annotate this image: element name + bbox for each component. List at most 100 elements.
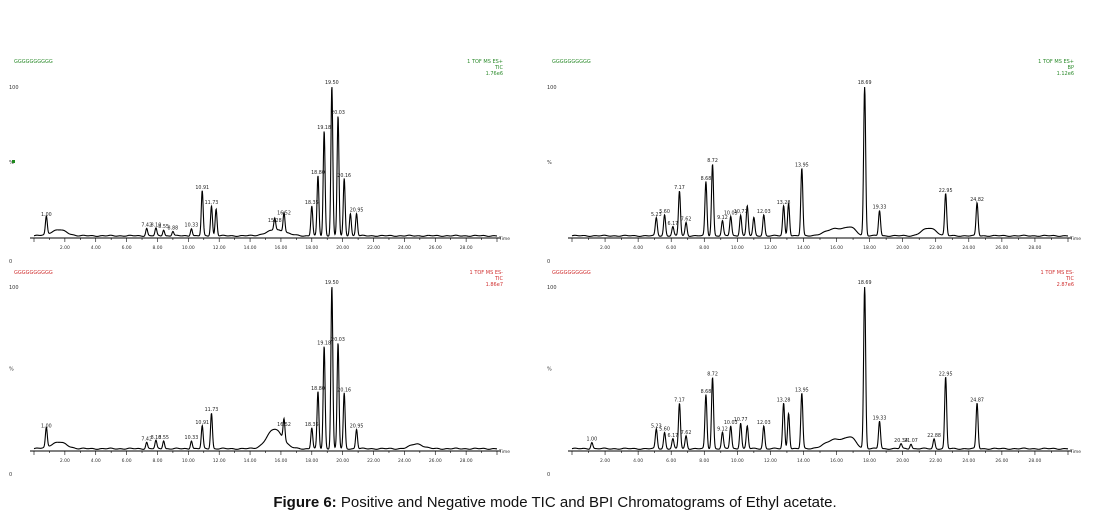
y-tick-label: 100 bbox=[9, 285, 19, 291]
header-info-2: 1.12e6 bbox=[1057, 71, 1074, 77]
x-tick-label: 16.00 bbox=[830, 245, 843, 251]
sample-id-label: GGGGGGGGGG bbox=[552, 270, 591, 276]
x-tick-label: 4.00 bbox=[91, 458, 101, 464]
x-tick-label: 22.00 bbox=[367, 245, 380, 251]
peak-label: 8.55 bbox=[158, 224, 169, 230]
peak-label: 20.95 bbox=[350, 208, 364, 214]
y-tick-label: 100 bbox=[9, 85, 19, 91]
peak-label: 8.68 bbox=[701, 389, 712, 395]
peak-label: 20.16 bbox=[337, 173, 351, 179]
x-tick-label: 4.00 bbox=[633, 245, 643, 251]
peak-label: 20.34 bbox=[894, 438, 908, 444]
x-tick-label: 22.00 bbox=[367, 458, 380, 464]
x-tick-label: 6.00 bbox=[666, 245, 676, 251]
x-tick-label: 18.00 bbox=[863, 245, 876, 251]
peak-label: 13.28 bbox=[777, 397, 791, 403]
x-tick-label: 18.00 bbox=[305, 458, 318, 464]
x-tick-label: 2.00 bbox=[600, 245, 610, 251]
figure-caption: Figure 6: Positive and Negative mode TIC… bbox=[0, 494, 1110, 511]
peak-label: 10.77 bbox=[734, 417, 748, 423]
x-axis-unit: Time bbox=[498, 236, 510, 242]
peak-label: 18.80 bbox=[311, 170, 325, 176]
header-info-1: BP bbox=[1068, 65, 1074, 71]
peak-label: 18.69 bbox=[858, 280, 872, 286]
peak-label: 5.60 bbox=[659, 209, 670, 215]
x-tick-label: 8.00 bbox=[152, 458, 162, 464]
peak-label: 18.35 bbox=[305, 422, 319, 428]
peak-label: 18.35 bbox=[305, 200, 319, 206]
caption-text: Positive and Negative mode TIC and BPI C… bbox=[340, 494, 837, 511]
x-tick-label: 26.00 bbox=[429, 458, 442, 464]
x-axis-unit: Time bbox=[1069, 236, 1081, 242]
x-tick-label: 12.00 bbox=[764, 458, 777, 464]
peak-label: 10.03 bbox=[724, 420, 738, 426]
peak-label: 8.72 bbox=[707, 158, 718, 164]
chromatogram-trace bbox=[33, 287, 498, 450]
peak-label: 19.50 bbox=[325, 280, 339, 286]
header-info-1: TIC bbox=[1065, 276, 1075, 282]
peak-label: 19.18 bbox=[317, 340, 331, 346]
x-tick-label: 26.00 bbox=[995, 245, 1008, 251]
y-tick-label: 0 bbox=[9, 472, 12, 478]
header-info-0: 1 TOF MS ES+ bbox=[1038, 59, 1074, 65]
peak-label: 19.33 bbox=[873, 415, 887, 421]
peak-label: 24.87 bbox=[970, 397, 984, 403]
peak-label: 20.03 bbox=[331, 110, 345, 116]
peak-label: 13.95 bbox=[795, 388, 809, 394]
peak-label: 12.03 bbox=[757, 420, 771, 426]
x-tick-label: 10.00 bbox=[182, 245, 195, 251]
sample-id-label: GGGGGGGGGG bbox=[14, 59, 53, 65]
peak-label: 18.69 bbox=[858, 80, 872, 86]
peak-label: 9.12 bbox=[717, 427, 728, 433]
peak-label: 8.10 bbox=[151, 223, 162, 229]
x-tick-label: 12.00 bbox=[213, 245, 226, 251]
x-tick-label: 28.00 bbox=[1028, 458, 1041, 464]
x-tick-label: 24.00 bbox=[962, 245, 975, 251]
x-tick-label: 18.00 bbox=[863, 458, 876, 464]
peak-label: 7.62 bbox=[681, 430, 692, 436]
x-tick-label: 8.00 bbox=[152, 245, 162, 251]
header-info-0: 1 TOF MS ES- bbox=[1041, 270, 1075, 276]
x-axis-unit: Time bbox=[1069, 449, 1081, 455]
peak-label: 19.18 bbox=[317, 125, 331, 131]
peak-label: 22.95 bbox=[939, 371, 953, 377]
peak-label: 21.07 bbox=[904, 438, 918, 444]
x-tick-label: 20.00 bbox=[896, 245, 909, 251]
sample-id-label: GGGGGGGGGG bbox=[14, 270, 53, 276]
header-info-2: 2.87e6 bbox=[1057, 282, 1074, 288]
x-tick-label: 4.00 bbox=[633, 458, 643, 464]
x-tick-label: 28.00 bbox=[460, 245, 473, 251]
x-tick-label: 8.00 bbox=[699, 458, 709, 464]
x-tick-label: 2.00 bbox=[600, 458, 610, 464]
y-tick-label: 0 bbox=[547, 472, 550, 478]
peak-label: 20.95 bbox=[350, 423, 364, 429]
y-tick-label: 100 bbox=[547, 285, 557, 291]
chromatogram-trace bbox=[571, 286, 1069, 450]
x-tick-label: 12.00 bbox=[213, 458, 226, 464]
x-tick-label: 6.00 bbox=[122, 458, 132, 464]
y-tick-label: 100 bbox=[547, 85, 557, 91]
peak-label: 5.23 bbox=[651, 212, 662, 218]
x-tick-label: 20.00 bbox=[336, 458, 349, 464]
header-info-2: 1.76e6 bbox=[486, 71, 503, 77]
peak-label: 22.95 bbox=[939, 188, 953, 194]
peak-label: 10.33 bbox=[185, 435, 199, 441]
x-tick-label: 20.00 bbox=[896, 458, 909, 464]
peak-label: 7.17 bbox=[674, 397, 685, 403]
peak-label: 11.73 bbox=[205, 200, 219, 206]
x-tick-label: 26.00 bbox=[995, 458, 1008, 464]
x-tick-label: 10.00 bbox=[731, 458, 744, 464]
peak-label: 10.03 bbox=[724, 211, 738, 217]
peak-label: 6.17 bbox=[668, 221, 679, 227]
x-tick-label: 12.00 bbox=[764, 245, 777, 251]
peak-label: 10.33 bbox=[185, 223, 199, 229]
x-tick-label: 28.00 bbox=[460, 458, 473, 464]
x-tick-label: 14.00 bbox=[797, 458, 810, 464]
peak-label: 20.16 bbox=[337, 388, 351, 394]
peak-label: 5.60 bbox=[659, 427, 670, 433]
x-tick-label: 2.00 bbox=[60, 458, 70, 464]
header-info-1: TIC bbox=[494, 65, 504, 71]
peak-label: 24.82 bbox=[970, 197, 984, 203]
